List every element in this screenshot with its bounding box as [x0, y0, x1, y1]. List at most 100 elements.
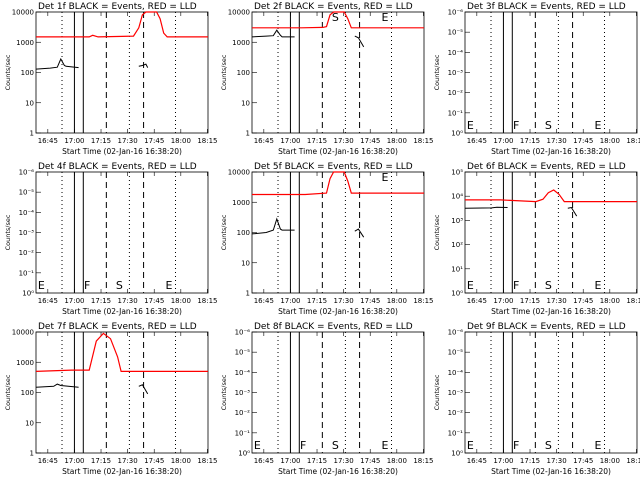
y-tick-label: 10⁻⁵: [448, 29, 464, 37]
segment-marker-label: S: [116, 279, 123, 292]
x-tick-label: 17:00: [64, 137, 84, 145]
segment-marker-label: E: [382, 11, 389, 24]
events-series-line: [251, 29, 295, 38]
y-tick-label: 1: [30, 450, 34, 458]
y-tick-label: 10⁻⁵: [19, 189, 35, 197]
y-tick-label: 10⁻⁴: [448, 369, 464, 377]
x-tick-label: 18:00: [387, 297, 407, 305]
x-tick-label: 18:00: [171, 457, 191, 465]
y-tick-label: 10: [241, 99, 250, 107]
x-tick-label: 17:30: [334, 457, 354, 465]
events-series-line: [354, 228, 365, 238]
lld-series-line: [252, 11, 424, 29]
chart-title: Det 5f BLACK = Events, RED = LLD: [254, 162, 413, 172]
x-tick-label: 18:00: [171, 297, 191, 305]
x-tick-label: 18:15: [413, 137, 433, 145]
x-tick-label: 17:00: [493, 457, 513, 465]
chart-title: Det 9f BLACK = Events, RED = LLD: [467, 322, 626, 332]
y-tick-label: 10⁻²: [19, 249, 35, 257]
x-tick-label: 18:00: [600, 297, 620, 305]
y-tick-label: 10000: [12, 9, 34, 17]
y-tick-label: 1000: [232, 39, 250, 47]
x-tick-label: 17:00: [280, 297, 300, 305]
segment-marker-label: F: [300, 439, 306, 452]
segment-marker-label: E: [467, 279, 474, 292]
events-series-line: [138, 63, 149, 68]
lld-series-line: [36, 11, 208, 38]
y-tick-label: 10⁻⁴: [448, 49, 464, 57]
x-axis-label: Start Time (02-Jan-16 16:38:20): [278, 307, 398, 316]
y-axis-label: Counts/sec: [433, 214, 441, 250]
segment-marker-label: E: [166, 279, 173, 292]
chart-panel-2: Det 2f BLACK = Events, RED = LLD Counts/s…: [220, 2, 434, 156]
x-tick-label: 17:45: [360, 137, 380, 145]
x-tick-label: 17:30: [118, 297, 138, 305]
x-axis-label: Start Time (02-Jan-16 16:38:20): [62, 147, 182, 156]
x-tick-label: 18:15: [626, 137, 640, 145]
chart-title: Det 8f BLACK = Events, RED = LLD: [254, 322, 413, 332]
y-tick-label: 10⁻⁶: [448, 329, 464, 337]
x-tick-label: 17:00: [493, 297, 513, 305]
x-tick-label: 17:15: [91, 297, 111, 305]
segment-marker-label: F: [513, 119, 519, 132]
y-tick-label: 10⁰: [451, 290, 463, 298]
chart-title: Det 1f BLACK = Events, RED = LLD: [38, 2, 197, 12]
x-tick-label: 17:15: [520, 457, 540, 465]
y-tick-label: 10⁻¹: [235, 429, 251, 437]
x-tick-label: 18:15: [413, 297, 433, 305]
x-axis-label: Start Time (02-Jan-16 16:38:20): [491, 467, 611, 476]
x-tick-label: 17:45: [573, 137, 593, 145]
x-tick-label: 17:30: [334, 137, 354, 145]
x-tick-label: 17:45: [573, 457, 593, 465]
x-tick-label: 16:45: [467, 297, 487, 305]
x-tick-label: 18:15: [626, 297, 640, 305]
y-tick-label: 1000: [232, 199, 250, 207]
y-tick-label: 10²: [451, 241, 463, 249]
y-axis-label: Counts/sec: [4, 374, 12, 410]
y-tick-label: 10⁻²: [448, 409, 464, 417]
chart-panel-7: Det 7f BLACK = Events, RED = LLD Counts/s…: [4, 322, 218, 476]
x-tick-label: 17:45: [360, 297, 380, 305]
y-tick-label: 10⁴: [451, 193, 463, 201]
x-tick-label: 18:15: [197, 297, 217, 305]
x-tick-label: 18:15: [413, 457, 433, 465]
y-tick-label: 100: [21, 69, 34, 77]
x-tick-label: 18:00: [600, 457, 620, 465]
y-tick-label: 1: [246, 130, 250, 138]
y-tick-label: 10⁰: [22, 290, 34, 298]
x-tick-label: 17:15: [307, 137, 327, 145]
lld-series-line: [35, 332, 208, 372]
x-tick-label: 17:30: [547, 137, 567, 145]
chart-panel-3: Det 3f BLACK = Events, RED = LLD Counts/s…: [433, 2, 640, 156]
segment-marker-label: E: [382, 439, 389, 452]
y-tick-label: 10⁻⁶: [448, 9, 464, 17]
events-series-line: [251, 217, 295, 235]
x-tick-label: 18:00: [171, 137, 191, 145]
x-axis-label: Start Time (02-Jan-16 16:38:20): [491, 307, 611, 316]
lld-series-line: [465, 189, 637, 203]
segment-marker-label: S: [545, 279, 552, 292]
segment-marker-label: S: [332, 11, 339, 24]
x-tick-label: 17:00: [280, 457, 300, 465]
x-tick-label: 17:00: [280, 137, 300, 145]
chart-title: Det 7f BLACK = Events, RED = LLD: [38, 322, 197, 332]
y-tick-label: 10⁻³: [235, 389, 251, 397]
x-tick-label: 17:00: [64, 297, 84, 305]
y-tick-label: 10000: [12, 329, 34, 337]
plot-frame: [464, 171, 638, 294]
x-tick-label: 17:15: [307, 297, 327, 305]
y-tick-label: 1: [246, 290, 250, 298]
y-axis-label: Counts/sec: [4, 214, 12, 250]
segment-marker-label: S: [332, 439, 339, 452]
x-tick-label: 17:00: [64, 457, 84, 465]
y-tick-label: 1000: [16, 359, 34, 367]
x-axis-label: Start Time (02-Jan-16 16:38:20): [278, 147, 398, 156]
y-tick-label: 10⁻⁶: [235, 329, 251, 337]
y-tick-label: 10: [241, 259, 250, 267]
x-tick-label: 17:45: [573, 297, 593, 305]
chart-title: Det 6f BLACK = Events, RED = LLD: [467, 162, 626, 172]
segment-marker-label: F: [84, 279, 90, 292]
x-tick-label: 16:45: [467, 137, 487, 145]
x-tick-label: 17:15: [520, 297, 540, 305]
chart-panel-4: Det 4f BLACK = Events, RED = LLD Counts/s…: [4, 162, 218, 316]
